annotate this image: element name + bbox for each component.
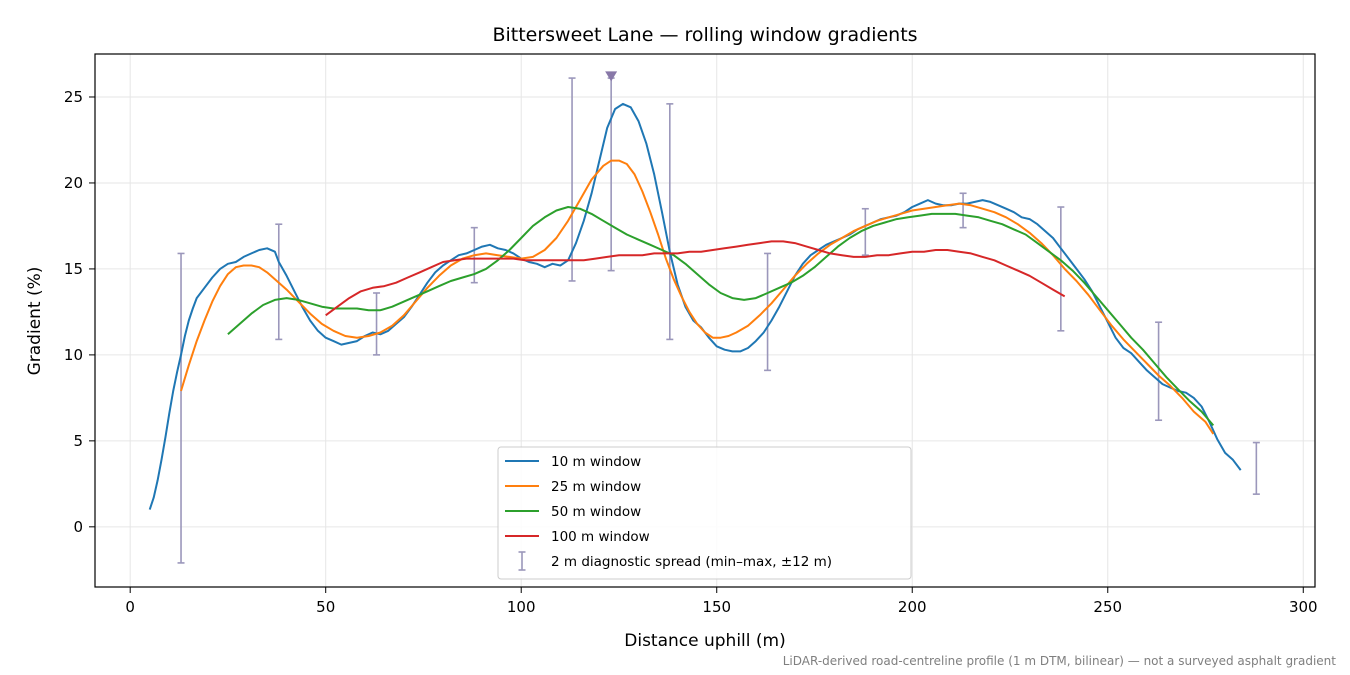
chart-title: Bittersweet Lane — rolling window gradie… — [492, 24, 917, 46]
diagnostic-spread-bar — [1155, 321, 1163, 422]
x-tick-label: 300 — [1289, 598, 1318, 616]
y-tick-label: 25 — [64, 88, 83, 106]
x-tick-label: 50 — [316, 598, 335, 616]
diagnostic-spread-bar — [666, 103, 674, 341]
legend-label: 100 m window — [551, 529, 650, 545]
legend-label: 2 m diagnostic spread (min–max, ±12 m) — [551, 554, 832, 570]
diagnostic-spread-bar — [1057, 206, 1065, 332]
y-tick-label: 0 — [73, 518, 83, 536]
diagnostic-spread-bar — [177, 252, 185, 564]
peak-marker — [605, 71, 618, 82]
legend-label: 25 m window — [551, 479, 641, 495]
legend-label: 50 m window — [551, 504, 641, 520]
grid — [95, 54, 1315, 587]
diagnostic-spread-bar — [764, 252, 772, 372]
legend-item: 50 m window — [505, 504, 641, 520]
legend-item: 25 m window — [505, 479, 641, 495]
x-tick-label: 100 — [507, 598, 536, 616]
legend-item: 10 m window — [505, 454, 641, 470]
axis-ticks: 0 50 100 150 200 250 300 0 5 10 15 20 25 — [64, 88, 1318, 616]
axes-frame — [94, 53, 1316, 588]
diagnostic-spread-bar — [959, 192, 967, 229]
diagnostic-spread-bar — [568, 77, 576, 282]
x-tick-label: 0 — [125, 598, 135, 616]
legend-box — [497, 446, 912, 580]
x-tick-label: 200 — [898, 598, 927, 616]
series-line-3 — [325, 240, 1066, 317]
legend: 10 m window 25 m window 50 m window 100 m w… — [497, 446, 912, 580]
y-tick-label: 10 — [64, 346, 83, 364]
x-tick-label: 250 — [1093, 598, 1122, 616]
legend-label: 10 m window — [551, 454, 641, 470]
y-tick-label: 5 — [73, 432, 83, 450]
legend-item: 100 m window — [505, 529, 650, 545]
plot-area — [148, 71, 1260, 564]
y-axis-label: Gradient (%) — [25, 267, 45, 376]
x-axis-label: Distance uphill (m) — [624, 631, 785, 651]
x-tick-label: 150 — [702, 598, 731, 616]
caption: LiDAR-derived road-centreline profile (1… — [783, 654, 1337, 668]
series-line-0 — [148, 102, 1242, 510]
legend-item: 2 m diagnostic spread (min–max, ±12 m) — [518, 551, 832, 571]
diagnostic-spread-bar — [373, 292, 381, 356]
y-tick-label: 20 — [64, 174, 83, 192]
diagnostic-spread-bar — [861, 207, 869, 256]
series-line-2 — [227, 206, 1215, 427]
y-tick-label: 15 — [64, 260, 83, 278]
diagnostic-spread-bar — [1252, 441, 1260, 495]
series-line-1 — [180, 159, 1215, 435]
